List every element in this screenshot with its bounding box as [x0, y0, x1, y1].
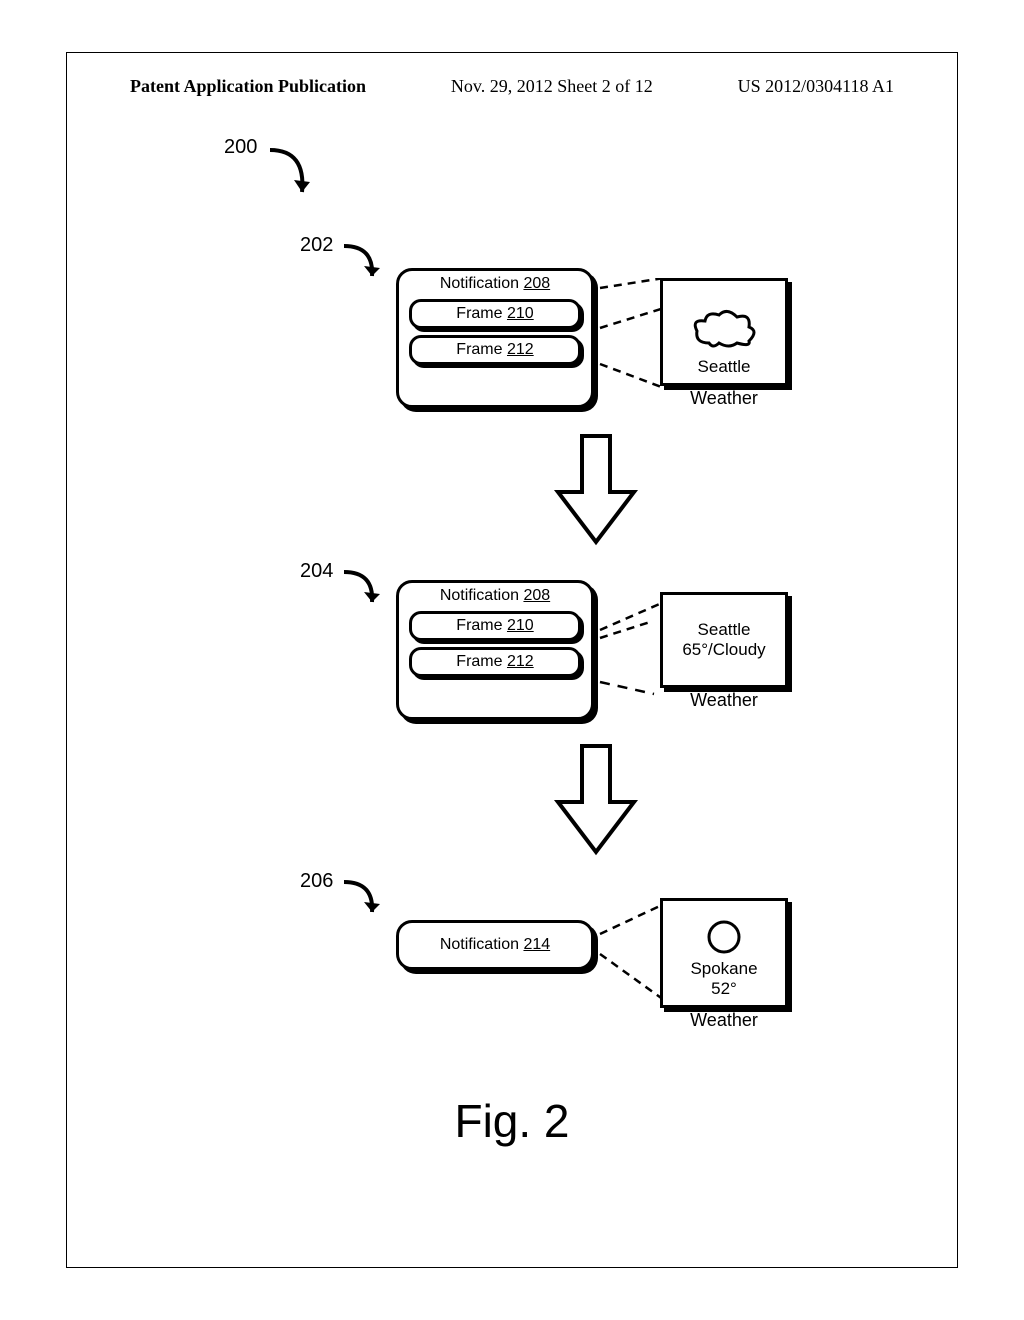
notification-208-group-1: Notification 208 Frame 210 Frame 212	[396, 268, 594, 408]
tile3-line2: 52°	[711, 979, 737, 999]
ref-204: 204	[300, 560, 333, 583]
tile2-caption: Weather	[663, 690, 785, 711]
hook-arrow-206	[334, 876, 394, 926]
figure-label: Fig. 2	[0, 1094, 1024, 1148]
tile2-line1: Seattle	[698, 620, 751, 640]
frame-210-2: Frame 210	[409, 611, 581, 641]
header-right: US 2012/0304118 A1	[738, 76, 894, 97]
tile1-line1: Seattle	[698, 357, 751, 377]
tile3-caption: Weather	[663, 1010, 785, 1031]
down-arrow-1	[552, 430, 642, 550]
header: Patent Application Publication Nov. 29, …	[130, 76, 894, 97]
tile3-line1: Spokane	[690, 959, 757, 979]
ref-206: 206	[300, 870, 333, 893]
frame-212-2: Frame 212	[409, 647, 581, 677]
notification-214-title: Notification 214	[440, 936, 550, 954]
cloud-icon	[689, 309, 759, 353]
frame-210: Frame 210	[409, 299, 581, 329]
tile2-line2: 65°/Cloudy	[682, 640, 765, 660]
notification-208-group-2: Notification 208 Frame 210 Frame 212	[396, 580, 594, 720]
hook-arrow-204	[334, 566, 394, 616]
header-mid: Nov. 29, 2012 Sheet 2 of 12	[451, 76, 653, 97]
down-arrow-2	[552, 740, 642, 860]
frame-212: Frame 212	[409, 335, 581, 365]
notification-214: Notification 214	[396, 920, 594, 970]
tile-seattle-cloud: Seattle Weather	[660, 278, 788, 386]
ref-202: 202	[300, 234, 333, 257]
sun-icon	[704, 917, 744, 957]
hook-arrow-202	[334, 240, 394, 290]
header-left: Patent Application Publication	[130, 76, 366, 97]
hook-arrow-200	[258, 142, 328, 212]
notification-208-title: Notification 208	[399, 275, 591, 293]
tile1-caption: Weather	[663, 388, 785, 409]
ref-200: 200	[224, 136, 257, 159]
notification-208-title-2: Notification 208	[399, 587, 591, 605]
tile-seattle-text: Seattle 65°/Cloudy Weather	[660, 592, 788, 688]
tile-spokane: Spokane 52° Weather	[660, 898, 788, 1008]
